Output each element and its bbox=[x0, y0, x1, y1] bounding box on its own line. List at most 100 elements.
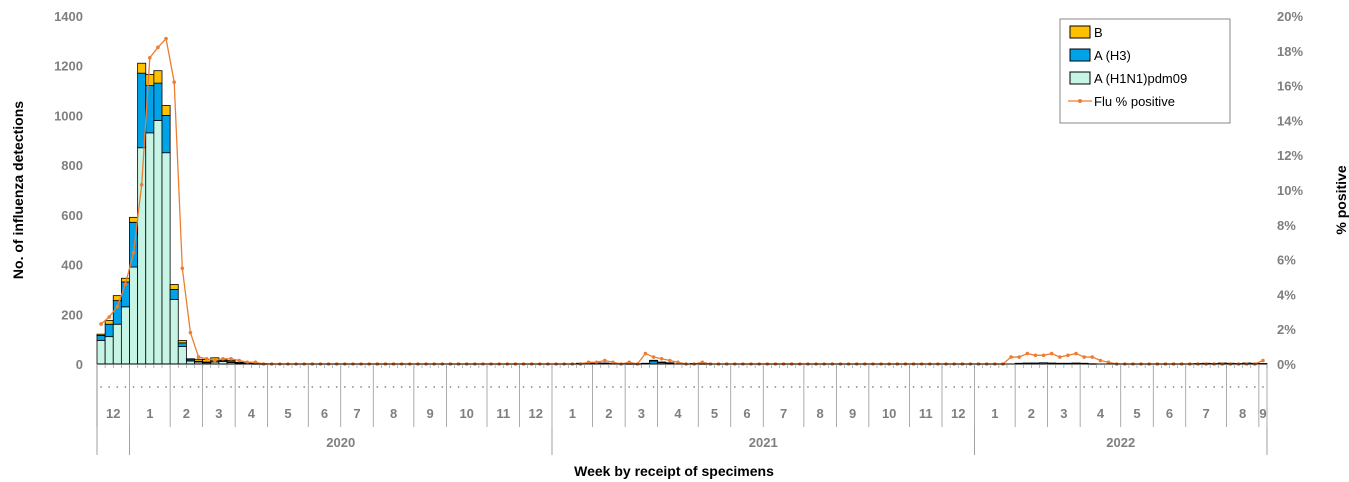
y2-tick-label: 20% bbox=[1277, 9, 1303, 24]
month-label: 8 bbox=[1239, 406, 1246, 421]
week-dot bbox=[888, 386, 891, 388]
week-dot bbox=[863, 386, 866, 388]
flu-positive-point bbox=[1009, 355, 1013, 359]
bar-segment bbox=[96, 333, 106, 336]
week-dot bbox=[1091, 386, 1094, 388]
flu-positive-point bbox=[651, 355, 656, 359]
week-dot bbox=[1083, 386, 1086, 388]
week-dot bbox=[782, 386, 785, 388]
legend-label: B bbox=[1094, 25, 1103, 40]
week-dot bbox=[912, 386, 915, 388]
flu-positive-point bbox=[676, 360, 680, 365]
flu-positive-point bbox=[229, 356, 233, 361]
month-label: 12 bbox=[951, 406, 965, 421]
week-dot bbox=[368, 386, 371, 388]
month-label: 7 bbox=[353, 406, 360, 421]
week-dot bbox=[839, 386, 842, 388]
flu-positive-point bbox=[627, 360, 631, 365]
bar-segment bbox=[104, 336, 114, 365]
y-axis-title: No. of influenza detections bbox=[10, 101, 26, 279]
x-axis-title: Week by receipt of specimens bbox=[574, 463, 774, 479]
week-dot bbox=[173, 386, 176, 388]
week-dot bbox=[287, 386, 289, 388]
week-dot bbox=[392, 386, 395, 388]
week-dot bbox=[270, 386, 273, 388]
flu-positive-point bbox=[1090, 355, 1095, 359]
bar-segment bbox=[185, 358, 195, 361]
legend-point-swatch bbox=[1078, 99, 1082, 103]
week-dot bbox=[847, 386, 850, 388]
week-dot bbox=[660, 386, 663, 388]
week-dot bbox=[1164, 386, 1167, 388]
week-dot bbox=[498, 386, 501, 388]
bar-segment bbox=[112, 300, 122, 325]
bar-segment bbox=[177, 339, 187, 344]
flu-positive-point bbox=[1025, 351, 1030, 356]
flu-positive-point bbox=[700, 360, 705, 365]
flu-positive-point bbox=[668, 358, 672, 363]
y2-tick-label: 10% bbox=[1277, 183, 1303, 198]
week-dot bbox=[953, 386, 956, 388]
week-dot bbox=[538, 386, 541, 388]
bar-segment bbox=[153, 82, 163, 121]
week-dot bbox=[1213, 386, 1216, 388]
week-dot bbox=[254, 386, 257, 388]
bar-segment bbox=[145, 132, 155, 365]
bar-segment bbox=[129, 266, 139, 365]
week-dot bbox=[742, 386, 744, 388]
flu-positive-point bbox=[188, 330, 193, 335]
bar-segment bbox=[234, 361, 244, 364]
month-label: 8 bbox=[817, 406, 824, 421]
month-label: 12 bbox=[529, 406, 543, 421]
month-label: 3 bbox=[215, 406, 222, 421]
flu-positive-point bbox=[245, 360, 250, 365]
bar-segment bbox=[145, 74, 155, 87]
flu-positive-point bbox=[659, 356, 664, 361]
week-dot bbox=[750, 386, 752, 388]
week-dot bbox=[490, 386, 492, 388]
bar-segment bbox=[104, 323, 114, 338]
y2-axis-title: % positive bbox=[1333, 165, 1349, 234]
week-dot bbox=[603, 386, 606, 388]
flu-positive-point bbox=[1098, 358, 1103, 363]
bar-segment bbox=[161, 115, 171, 154]
month-label: 10 bbox=[459, 406, 473, 421]
flu-positive-point bbox=[253, 360, 258, 365]
week-dot bbox=[766, 386, 769, 388]
week-dot bbox=[1197, 386, 1199, 388]
week-dot bbox=[636, 386, 639, 388]
week-dot bbox=[108, 386, 111, 388]
y2-tick-label: 8% bbox=[1277, 218, 1296, 233]
week-dot bbox=[1148, 386, 1151, 388]
week-dot bbox=[668, 386, 671, 388]
week-dot bbox=[457, 386, 460, 388]
week-dot bbox=[473, 386, 476, 388]
month-label: 5 bbox=[284, 406, 291, 421]
y2-tick-label: 0% bbox=[1277, 357, 1296, 372]
week-dot bbox=[1075, 386, 1077, 388]
bar-segment bbox=[177, 342, 187, 347]
week-dot bbox=[1229, 386, 1232, 388]
y2-tick-label: 2% bbox=[1277, 322, 1296, 337]
bar-segment bbox=[226, 360, 236, 363]
week-dot bbox=[1115, 386, 1118, 388]
week-dot bbox=[717, 386, 720, 388]
week-dot bbox=[514, 386, 517, 388]
bar-segment bbox=[161, 105, 171, 116]
week-dot bbox=[376, 386, 379, 388]
week-dot bbox=[555, 386, 557, 388]
flu-positive-point bbox=[115, 304, 120, 309]
y2-tick-label: 6% bbox=[1277, 253, 1296, 268]
flu-positive-point bbox=[1082, 355, 1086, 359]
week-dot bbox=[1107, 386, 1110, 388]
bar-segment bbox=[169, 289, 179, 300]
y2-tick-label: 14% bbox=[1277, 113, 1303, 128]
week-dot bbox=[790, 386, 793, 388]
week-dot bbox=[725, 386, 728, 388]
week-dot bbox=[1050, 386, 1053, 388]
month-label: 4 bbox=[674, 406, 682, 421]
bar-segment bbox=[153, 120, 163, 365]
bar-segment bbox=[649, 359, 659, 362]
week-dot bbox=[758, 386, 761, 388]
month-label: 3 bbox=[638, 406, 645, 421]
